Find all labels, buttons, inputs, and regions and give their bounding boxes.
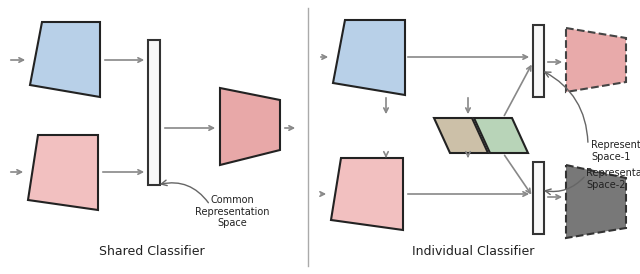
Bar — [533, 25, 544, 97]
Polygon shape — [331, 158, 403, 230]
Polygon shape — [566, 28, 626, 92]
Polygon shape — [566, 165, 626, 238]
Text: Representation
Space-2: Representation Space-2 — [586, 168, 640, 190]
Polygon shape — [28, 135, 98, 210]
Polygon shape — [474, 118, 528, 153]
Polygon shape — [333, 20, 405, 95]
Bar — [148, 40, 160, 185]
Bar — [533, 162, 544, 234]
Text: Shared Classifier: Shared Classifier — [99, 245, 205, 258]
Text: Representation
Space-1: Representation Space-1 — [591, 140, 640, 162]
Text: Common
Representation
Space: Common Representation Space — [195, 195, 269, 228]
Polygon shape — [434, 118, 488, 153]
Polygon shape — [220, 88, 280, 165]
Text: Individual Classifier: Individual Classifier — [412, 245, 534, 258]
Polygon shape — [30, 22, 100, 97]
